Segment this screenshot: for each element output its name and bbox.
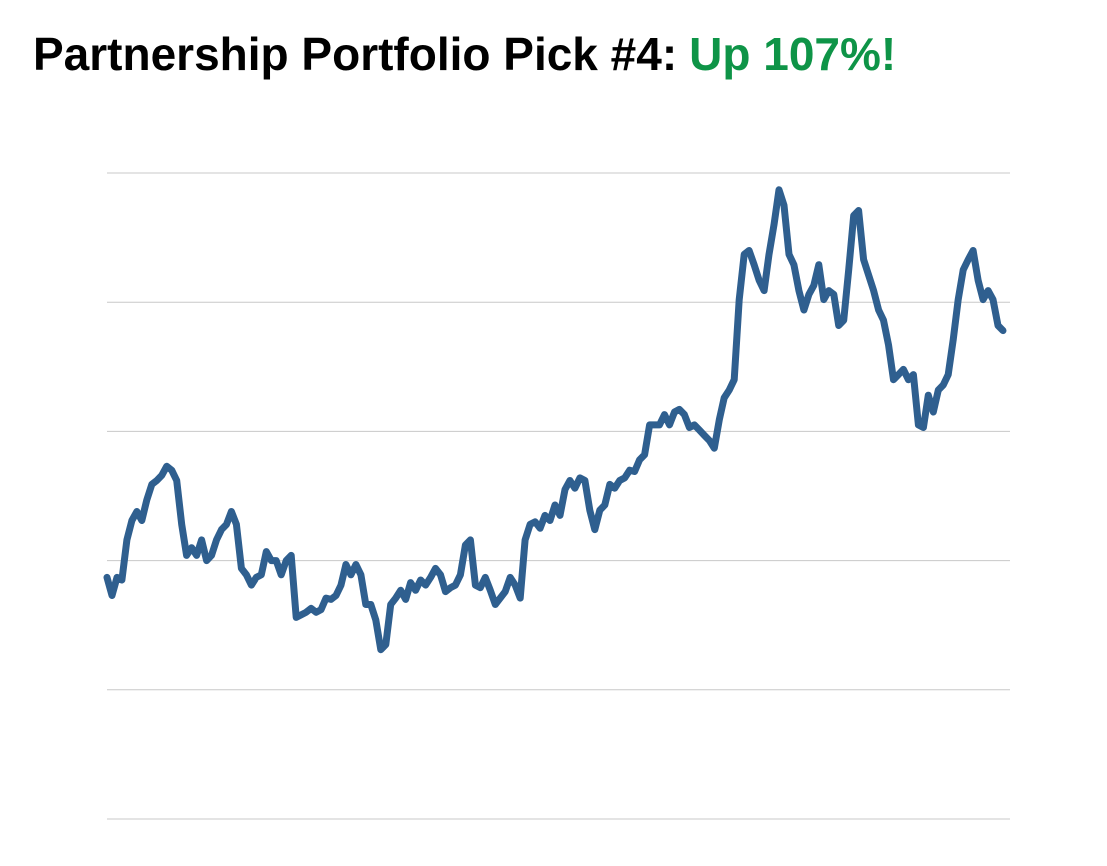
price-line: [103, 186, 1007, 654]
chart-title: Partnership Portfolio Pick #4: Up 107%!: [33, 28, 896, 80]
title-highlight: Up 107%!: [689, 28, 896, 80]
title-main: Partnership Portfolio Pick #4:: [33, 28, 677, 80]
